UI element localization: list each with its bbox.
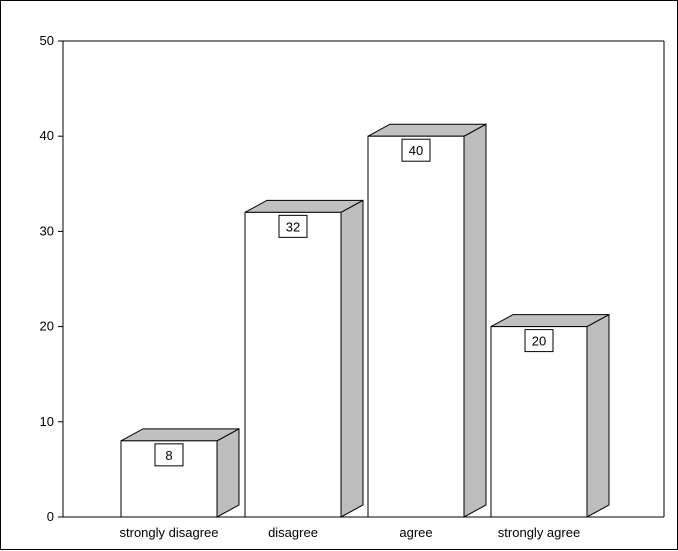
- y-tick-label: 50: [40, 33, 54, 48]
- bar-side: [340, 199, 364, 518]
- y-tick-label: 0: [47, 509, 54, 524]
- bar-top: [490, 314, 610, 328]
- x-tick-label: strongly agree: [498, 525, 580, 540]
- value-label-box: [401, 138, 431, 162]
- y-tick-label: 30: [40, 223, 54, 238]
- bars-group: 8 32 40 20: [120, 123, 610, 518]
- value-label-box: [278, 214, 308, 238]
- bar-side: [463, 123, 487, 518]
- bar-side: [586, 313, 610, 518]
- value-label: 40: [409, 143, 423, 158]
- y-tick-label: 20: [40, 319, 54, 334]
- value-label: 32: [286, 219, 300, 234]
- bar-front: [367, 135, 465, 518]
- value-label: 8: [165, 448, 172, 463]
- bar-top: [244, 199, 364, 213]
- value-label: 20: [532, 334, 546, 349]
- x-tick-label: disagree: [268, 525, 318, 540]
- bar-front: [244, 211, 342, 518]
- value-label-box: [524, 329, 554, 353]
- x-tick-label: strongly disagree: [120, 525, 219, 540]
- bar: 40: [367, 123, 487, 518]
- y-axis: 0 10 20 30 40 50: [40, 33, 64, 524]
- bar-front: [490, 326, 588, 518]
- bar: 8: [120, 427, 240, 518]
- x-tick-label: agree: [399, 525, 432, 540]
- y-tick-label: 10: [40, 414, 54, 429]
- x-axis: strongly disagree disagree agree strongly a…: [63, 40, 665, 540]
- value-label-box: [154, 443, 184, 467]
- bar: 20: [490, 313, 610, 518]
- bar-side: [216, 427, 240, 518]
- y-tick-label: 40: [40, 128, 54, 143]
- bar-top: [120, 428, 240, 442]
- bar-top: [367, 123, 487, 137]
- bar: 32: [244, 199, 364, 518]
